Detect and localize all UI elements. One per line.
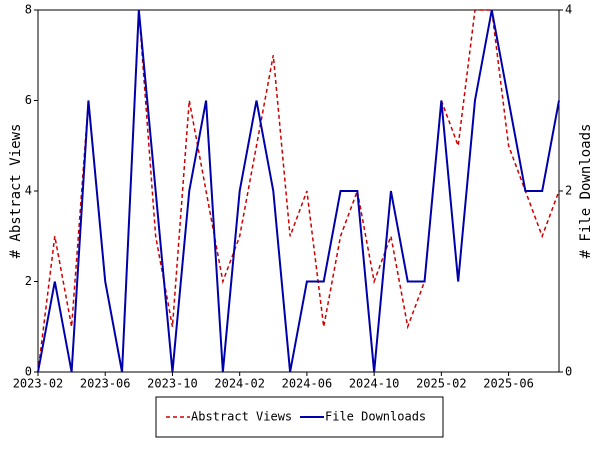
series-line <box>37 9 560 373</box>
x-tick-label: 2023-10 <box>147 377 198 391</box>
y2-tick-label: 4 <box>565 3 572 17</box>
y-axis-label: # Abstract Views <box>8 124 24 259</box>
y2-tick-label: 0 <box>565 365 572 379</box>
y-tick-label: 8 <box>25 3 32 17</box>
legend-box <box>155 396 444 438</box>
x-tick-label: 2024-10 <box>349 377 400 391</box>
x-tick-label: 2024-06 <box>282 377 333 391</box>
legend-label: File Downloads <box>325 410 426 424</box>
y-tick-label: 0 <box>25 365 32 379</box>
legend-label: Abstract Views <box>191 410 292 424</box>
x-tick-label: 2025-06 <box>483 377 534 391</box>
y2-axis-label: # File Downloads <box>578 124 594 259</box>
x-tick-label: 2025-02 <box>416 377 467 391</box>
x-tick-label: 2024-02 <box>214 377 265 391</box>
x-tick-label: 2023-02 <box>13 377 64 391</box>
x-tick-label: 2023-06 <box>80 377 131 391</box>
y-tick-label: 2 <box>25 274 32 288</box>
series-line <box>37 9 560 373</box>
y-tick-label: 4 <box>25 184 32 198</box>
y2-tick-label: 2 <box>565 184 572 198</box>
y-tick-label: 6 <box>25 93 32 107</box>
